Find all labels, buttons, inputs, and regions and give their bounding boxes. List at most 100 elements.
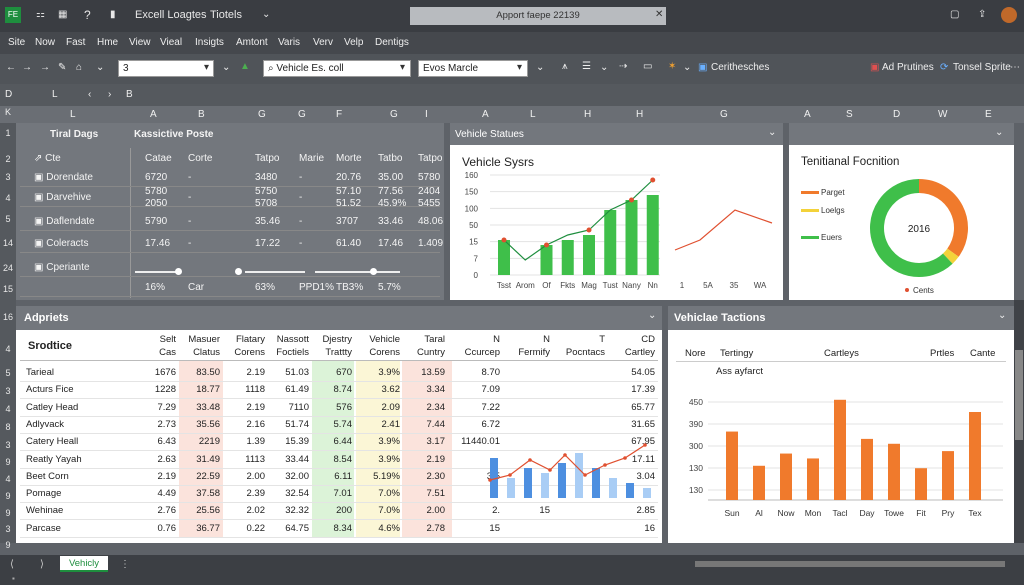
summary-cell[interactable]: - [188,192,192,203]
table-cell[interactable]: 22.59 [196,470,220,482]
col-header[interactable]: B [198,109,205,120]
add-sheet-icon[interactable]: ⋮ [120,559,130,570]
row-number[interactable]: 1 [5,128,11,138]
summary-cell[interactable]: 5780 [145,186,168,197]
table-cell[interactable]: 2.00 [426,505,446,517]
chevron-down-icon[interactable]: ⌄ [683,62,692,73]
mini-bar[interactable] [524,468,532,498]
row-number[interactable]: 3 [5,386,11,396]
table-cell[interactable]: 2.63 [157,453,177,465]
font-size-select[interactable]: 3 [118,60,214,77]
mini-point[interactable] [603,463,607,467]
table-cell[interactable]: 2.00 [246,470,266,482]
table-cell[interactable]: 36.77 [196,522,220,534]
link-tonsel-sprite[interactable]: Tonsel Sprite [953,62,1011,73]
bar[interactable] [540,245,553,275]
menu-item-now[interactable]: Now [35,37,56,48]
table-cell[interactable]: 1118 [245,384,265,396]
col-header[interactable]: F [336,109,343,120]
table-cell[interactable]: 2.85 [636,505,656,517]
table-cell[interactable]: 2.02 [246,505,266,517]
table-cell[interactable]: 0.76 [157,522,177,534]
summary-cell[interactable]: 51.52 [336,198,362,209]
table-cell[interactable]: 15.39 [285,436,309,448]
col-header[interactable]: D [893,109,901,120]
summary-cell[interactable]: - [188,238,192,249]
summary-cell[interactable]: 20.76 [336,172,362,183]
home-icon[interactable]: ⌂ [76,62,83,73]
close-icon[interactable]: ✕ [655,9,664,20]
table-cell[interactable]: 670 [336,367,352,378]
table-cell[interactable]: 67.95 [631,436,655,448]
bookmark-icon[interactable]: ▮ [110,9,116,20]
tab-title-1[interactable]: Excell Loagtes [135,9,207,21]
menu-item-site[interactable]: Site [8,37,26,48]
table-cell[interactable]: 2.16 [246,418,266,430]
table-cell[interactable]: 15 [539,505,550,517]
row-number[interactable]: 4 [5,344,11,354]
row-number[interactable]: 4 [5,474,11,484]
chevron-down-icon[interactable]: ⌄ [222,62,231,73]
col-header[interactable]: I [425,109,428,120]
data-point[interactable] [586,227,592,233]
table-cell[interactable]: 3.62 [381,384,401,396]
row-number[interactable]: 5 [5,214,11,224]
table-cell[interactable]: 2.39 [246,488,266,500]
table-cell[interactable]: 8.74 [333,384,353,396]
summary-cell[interactable]: 5750 [255,186,278,197]
col-header[interactable]: G [720,109,728,120]
bar[interactable] [604,210,617,275]
table-cell[interactable]: 31.65 [631,418,655,430]
bar[interactable] [834,399,846,500]
mini-bar[interactable] [575,453,583,498]
summary-cell[interactable]: - [188,172,192,183]
col-header[interactable]: L [70,109,76,120]
col-header[interactable]: L [530,109,536,120]
table-cell[interactable]: 33.44 [285,453,309,465]
table-cell[interactable]: 15 [489,522,500,534]
table-cell[interactable]: 65.77 [631,401,655,413]
mini-bar[interactable] [592,468,600,498]
bar[interactable] [807,458,819,500]
mini-bar[interactable] [643,488,651,498]
menu-item-varis[interactable]: Varis [278,37,301,48]
table-cell[interactable]: 5.19% [373,470,400,482]
apps-icon[interactable]: ⚏ [36,9,45,20]
table-cell[interactable]: 0.22 [246,522,266,534]
summary-cell[interactable]: 3707 [336,216,359,227]
bar[interactable] [780,453,792,500]
bar[interactable] [498,240,510,275]
summary-cell[interactable]: 2050 [145,198,168,209]
mini-bar[interactable] [609,478,617,498]
comment-icon[interactable]: ▭ [643,61,653,72]
table-cell[interactable]: 16 [644,522,655,534]
table-cell[interactable]: 17.39 [631,384,655,396]
row-number[interactable]: 9 [5,491,11,501]
chevron-down-icon[interactable]: ▾ [517,62,523,73]
chevron-down-icon[interactable]: ⌄ [995,127,1004,138]
mini-point[interactable] [528,458,532,462]
tab-title-2[interactable]: Tiotels [210,9,242,21]
table-cell[interactable]: 3.34 [426,384,446,396]
summary-cell[interactable]: 77.56 [378,186,404,197]
bar[interactable] [583,235,595,275]
table-cell[interactable]: 18.77 [196,384,220,396]
table-cell[interactable]: 11440.01 [461,436,500,448]
data-point[interactable] [629,197,634,203]
chevron-down-icon[interactable]: ⌄ [600,62,609,73]
table-cell[interactable]: 7.29 [157,401,177,413]
grid-icon[interactable]: ▦ [58,9,68,20]
summary-cell[interactable]: 48.06 [418,216,444,227]
search-bar[interactable]: Apport faepe 22139 [410,7,666,25]
name-box[interactable]: ⌕ Vehicle Es. coll [263,60,411,77]
table-cell[interactable]: 1676 [154,367,176,378]
row-number[interactable]: 14 [2,238,13,248]
table-cell[interactable]: 6.72 [481,418,501,430]
row-number[interactable]: 3 [5,440,11,450]
table-cell[interactable]: 35.56 [196,418,220,430]
table-cell[interactable]: 37.58 [196,488,220,500]
table-cell[interactable]: 3.04 [636,470,656,482]
row-number[interactable]: 9 [5,508,11,518]
summary-cell[interactable]: 61.40 [336,238,362,249]
share-icon[interactable]: ⇪ [978,9,987,20]
